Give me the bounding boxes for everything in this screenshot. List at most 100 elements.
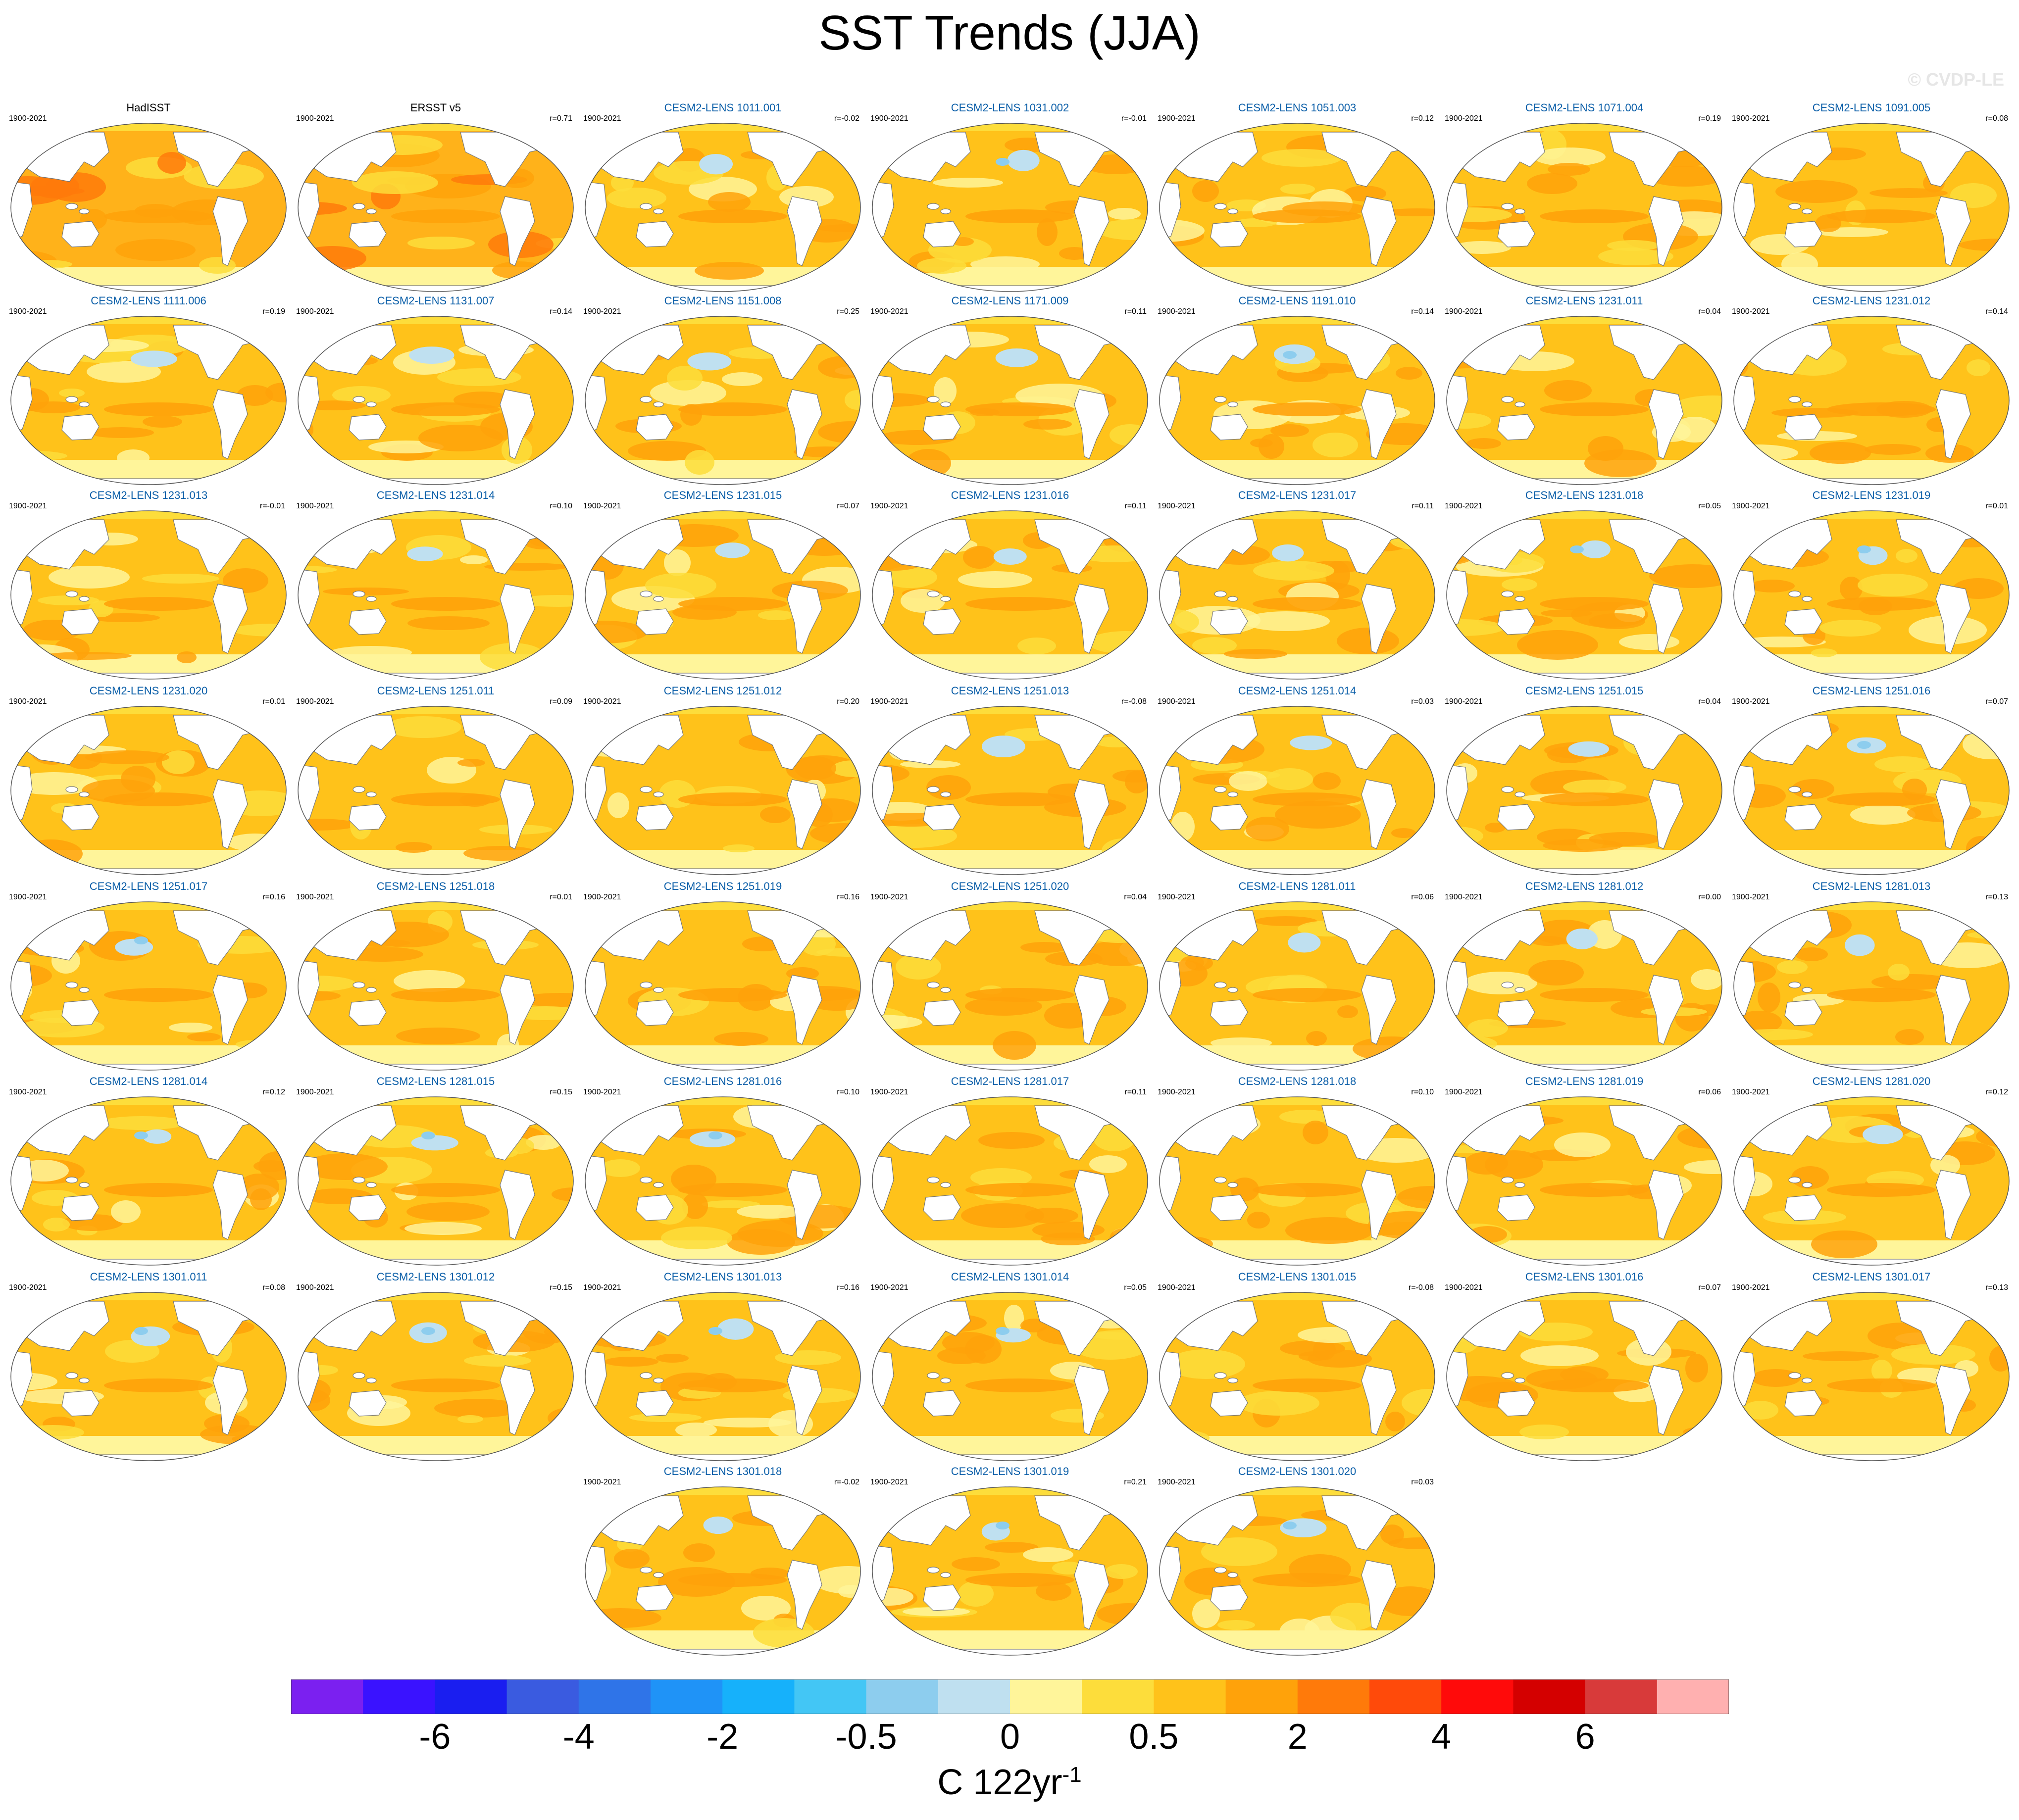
map-panel: CESM2-LENS 1301.018 1900-2021 r=-0.02 bbox=[579, 1465, 866, 1658]
panel-correlation: r=0.08 bbox=[262, 1283, 285, 1292]
map-panel: CESM2-LENS 1301.013 1900-2021 r=0.16 bbox=[579, 1271, 866, 1464]
colorbar bbox=[291, 1679, 1729, 1714]
panel-period: 1900-2021 bbox=[583, 1283, 621, 1292]
map-panel: CESM2-LENS 1281.013 1900-2021 r=0.13 bbox=[1728, 880, 2015, 1073]
sst-trend-map bbox=[585, 1292, 861, 1461]
panel-period: 1900-2021 bbox=[1445, 893, 1483, 901]
panel-correlation: r=-0.02 bbox=[834, 1478, 859, 1486]
map-panel: CESM2-LENS 1301.014 1900-2021 r=0.05 bbox=[866, 1271, 1154, 1464]
panel-correlation: r=0.15 bbox=[550, 1088, 572, 1096]
sst-trend-map bbox=[1446, 510, 1722, 680]
panel-correlation: r=0.12 bbox=[1985, 1088, 2008, 1096]
colorbar-units: C 122yr-1 bbox=[937, 1763, 1082, 1802]
panel-correlation: r=0.05 bbox=[1124, 1283, 1147, 1292]
panel-correlation: r=0.21 bbox=[1124, 1478, 1147, 1486]
sst-trend-map bbox=[1733, 510, 2010, 680]
panel-correlation: r=0.13 bbox=[1985, 893, 2008, 901]
map-panel: CESM2-LENS 1231.011 1900-2021 r=0.04 bbox=[1441, 295, 1728, 488]
colorbar-swatch bbox=[1154, 1679, 1226, 1714]
panel-title: CESM2-LENS 1281.017 bbox=[951, 1075, 1069, 1087]
map-panel: CESM2-LENS 1281.014 1900-2021 r=0.12 bbox=[5, 1075, 292, 1268]
panel-correlation: r=0.11 bbox=[1124, 1088, 1147, 1096]
colorbar-swatch bbox=[435, 1679, 507, 1714]
panel-title: CESM2-LENS 1281.013 bbox=[1812, 880, 1931, 892]
colorbar-ticks: -6 -4 -2 -0.5 0 0.5 2 4 6 bbox=[0, 1717, 2019, 1761]
map-panel: CESM2-LENS 1281.016 1900-2021 r=0.10 bbox=[579, 1075, 866, 1268]
panel-title: CESM2-LENS 1231.011 bbox=[1525, 295, 1643, 307]
panel-period: 1900-2021 bbox=[1158, 502, 1196, 510]
sst-trend-map bbox=[585, 316, 861, 485]
panel-title: CESM2-LENS 1231.017 bbox=[1238, 489, 1357, 501]
panel-title: CESM2-LENS 1231.012 bbox=[1812, 295, 1931, 307]
panel-title: CESM2-LENS 1111.006 bbox=[91, 295, 206, 307]
panel-title: CESM2-LENS 1301.016 bbox=[1525, 1271, 1644, 1283]
panel-correlation: r=0.09 bbox=[550, 697, 572, 706]
panel-period: 1900-2021 bbox=[1732, 307, 1770, 316]
panel-period: 1900-2021 bbox=[296, 502, 334, 510]
panel-title: CESM2-LENS 1301.018 bbox=[663, 1465, 782, 1477]
panel-correlation: r=0.25 bbox=[837, 307, 859, 316]
panel-title: CESM2-LENS 1091.005 bbox=[1812, 101, 1931, 114]
sst-trend-map bbox=[1446, 1096, 1722, 1266]
panel-correlation: r=0.10 bbox=[837, 1088, 859, 1096]
sst-trend-map bbox=[1733, 901, 2010, 1071]
panel-correlation: r=0.14 bbox=[1411, 307, 1434, 316]
panel-correlation: r=0.07 bbox=[837, 502, 859, 510]
map-panel: CESM2-LENS 1281.017 1900-2021 r=0.11 bbox=[866, 1075, 1154, 1268]
sst-trend-map bbox=[1733, 1096, 2010, 1266]
panel-correlation: r=0.19 bbox=[1698, 114, 1721, 123]
map-panel: CESM2-LENS 1281.019 1900-2021 r=0.06 bbox=[1441, 1075, 1728, 1268]
panel-period: 1900-2021 bbox=[1445, 502, 1483, 510]
map-panel: CESM2-LENS 1301.019 1900-2021 r=0.21 bbox=[866, 1465, 1154, 1658]
sst-trend-map bbox=[1159, 316, 1435, 485]
map-panel: CESM2-LENS 1231.020 1900-2021 r=0.01 bbox=[5, 685, 292, 878]
panel-title: CESM2-LENS 1131.007 bbox=[377, 295, 495, 307]
sst-trend-map bbox=[872, 1096, 1148, 1266]
panel-period: 1900-2021 bbox=[296, 1283, 334, 1292]
sst-trend-map bbox=[1159, 1486, 1435, 1656]
panel-period: 1900-2021 bbox=[1158, 697, 1196, 706]
map-panel: CESM2-LENS 1071.004 1900-2021 r=0.19 bbox=[1441, 101, 1728, 295]
panel-correlation: r=0.08 bbox=[1985, 114, 2008, 123]
panel-correlation: r=0.16 bbox=[837, 893, 859, 901]
panel-period: 1900-2021 bbox=[1158, 1478, 1196, 1486]
panel-title: CESM2-LENS 1251.018 bbox=[376, 880, 495, 892]
map-panel: CESM2-LENS 1231.012 1900-2021 r=0.14 bbox=[1728, 295, 2015, 488]
sst-trend-map bbox=[872, 123, 1148, 292]
figure-title: SST Trends (JJA) bbox=[818, 5, 1201, 60]
panel-correlation: r=0.01 bbox=[262, 697, 285, 706]
colorbar-swatch bbox=[1225, 1679, 1298, 1714]
panel-correlation: r=0.16 bbox=[837, 1283, 859, 1292]
colorbar-swatch bbox=[1585, 1679, 1658, 1714]
panel-title: CESM2-LENS 1281.019 bbox=[1525, 1075, 1644, 1087]
panel-title: CESM2-LENS 1281.016 bbox=[663, 1075, 782, 1087]
sst-trend-map bbox=[10, 1096, 287, 1266]
colorbar-tick-label: -6 bbox=[419, 1717, 451, 1757]
panel-period: 1900-2021 bbox=[870, 893, 909, 901]
map-panel: CESM2-LENS 1301.017 1900-2021 r=0.13 bbox=[1728, 1271, 2015, 1464]
sst-trend-map bbox=[872, 1486, 1148, 1656]
sst-trend-map bbox=[1733, 1292, 2010, 1461]
colorbar-swatch bbox=[1657, 1679, 1729, 1714]
sst-trend-map bbox=[585, 510, 861, 680]
panel-period: 1900-2021 bbox=[1732, 1088, 1770, 1096]
panel-period: 1900-2021 bbox=[1445, 697, 1483, 706]
colorbar-tick-label: 2 bbox=[1287, 1717, 1308, 1757]
sst-trend-map bbox=[298, 123, 574, 292]
panel-period: 1900-2021 bbox=[583, 307, 621, 316]
map-panel: CESM2-LENS 1191.010 1900-2021 r=0.14 bbox=[1154, 295, 1441, 488]
panel-period: 1900-2021 bbox=[870, 697, 909, 706]
map-panel: CESM2-LENS 1251.011 1900-2021 r=0.09 bbox=[292, 685, 579, 878]
panel-period: 1900-2021 bbox=[9, 697, 47, 706]
panel-title: CESM2-LENS 1071.004 bbox=[1525, 101, 1644, 114]
panel-period: 1900-2021 bbox=[9, 1283, 47, 1292]
panel-title: CESM2-LENS 1251.012 bbox=[663, 685, 782, 697]
colorbar-swatch bbox=[866, 1679, 939, 1714]
panel-correlation: r=0.01 bbox=[1985, 502, 2008, 510]
panel-title: CESM2-LENS 1301.019 bbox=[951, 1465, 1069, 1477]
colorbar-swatch bbox=[578, 1679, 651, 1714]
map-panel: CESM2-LENS 1281.018 1900-2021 r=0.10 bbox=[1154, 1075, 1441, 1268]
panel-correlation: r=0.06 bbox=[1411, 893, 1434, 901]
map-panel: CESM2-LENS 1051.003 1900-2021 r=0.12 bbox=[1154, 101, 1441, 295]
panel-correlation: r=0.14 bbox=[1985, 307, 2008, 316]
